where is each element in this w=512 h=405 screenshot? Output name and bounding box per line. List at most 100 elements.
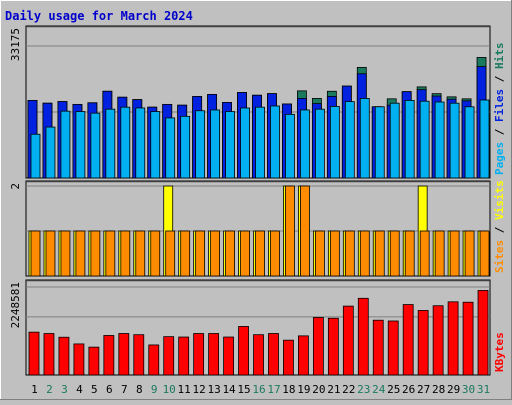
bar-kbytes-day-14 (223, 336, 234, 376)
day-label-31: 31 (477, 383, 490, 396)
day-label-27: 27 (417, 383, 430, 396)
day-label-23: 23 (357, 383, 370, 396)
axis-label-kbytes: KBytes (493, 332, 506, 372)
bar-sites-day-20 (314, 230, 325, 277)
bar-sites-day-29 (449, 230, 460, 277)
bar-pages-day-27 (419, 100, 430, 179)
bar-kbytes-day-27 (417, 310, 429, 376)
bar-kbytes-day-1 (28, 331, 40, 376)
day-label-16: 16 (252, 383, 265, 396)
bar-sites-day-19 (300, 185, 310, 277)
bar-pages-day-8 (135, 107, 146, 179)
bar-sites-day-5 (90, 230, 101, 277)
day-label-3: 3 (61, 383, 68, 396)
axis-label-separator: / (493, 122, 506, 142)
bar-kbytes-day-8 (133, 334, 145, 376)
bar-pages-day-4 (75, 111, 86, 179)
bar-pages-day-1 (30, 133, 41, 179)
day-label-10: 10 (163, 383, 176, 396)
bar-sites-day-26 (404, 230, 415, 277)
bar-pages-day-30 (464, 106, 475, 179)
axis-label-hits: Hits (493, 43, 506, 70)
axis-label-files: Files (493, 89, 506, 122)
bar-sites-day-15 (240, 230, 250, 277)
bar-kbytes-day-11 (178, 336, 190, 376)
bar-pages-day-29 (449, 102, 460, 179)
bar-kbytes-day-7 (118, 333, 130, 376)
bar-sites-day-7 (120, 230, 131, 277)
bar-kbytes-day-26 (402, 304, 414, 376)
bars-kbytes (28, 290, 489, 376)
day-label-24: 24 (372, 383, 386, 396)
panel-kbytes: 2248581 KBytes (9, 279, 506, 376)
bar-kbytes-day-29 (447, 301, 459, 376)
bar-sites-day-2 (45, 230, 56, 277)
bar-kbytes-day-28 (432, 305, 444, 376)
axis-label-separator: / (493, 220, 506, 240)
bar-sites-day-28 (434, 230, 445, 277)
day-label-7: 7 (121, 383, 128, 396)
bar-pages-day-15 (240, 107, 250, 179)
day-label-12: 12 (193, 383, 206, 396)
bar-sites-day-27 (419, 230, 430, 277)
day-label-25: 25 (387, 383, 400, 396)
bar-pages-day-25 (389, 102, 400, 179)
panel-axis-label: KBytes (493, 332, 506, 372)
bar-kbytes-day-19 (298, 335, 309, 376)
panel-max-label: 2 (9, 183, 22, 190)
bar-pages-day-10 (165, 117, 176, 179)
bar-sites-day-25 (389, 230, 400, 277)
bar-kbytes-day-3 (58, 336, 70, 376)
bar-sites-day-1 (30, 230, 41, 277)
bar-kbytes-day-22 (342, 305, 354, 376)
bar-pages-day-3 (60, 110, 71, 179)
bar-kbytes-day-9 (148, 344, 160, 376)
panel-visits-sites: 2 Sites / Visits (9, 180, 506, 277)
bars-visits-sites (28, 185, 490, 277)
day-label-4: 4 (76, 383, 83, 396)
bar-sites-day-12 (195, 230, 206, 277)
bar-kbytes-day-30 (462, 301, 474, 376)
day-label-15: 15 (237, 383, 250, 396)
day-label-11: 11 (178, 383, 191, 396)
bar-pages-day-2 (45, 126, 56, 179)
bar-sites-day-9 (150, 230, 161, 277)
bar-sites-day-6 (105, 230, 116, 277)
panel-axis-label: Sites / Visits (493, 180, 506, 273)
day-label-22: 22 (342, 383, 355, 396)
day-label-30: 30 (462, 383, 475, 396)
bar-sites-day-3 (60, 230, 71, 277)
bar-sites-day-16 (255, 230, 265, 277)
bars-hits-files-pages (27, 57, 490, 179)
bar-pages-day-13 (210, 109, 221, 179)
bar-kbytes-day-15 (238, 326, 249, 376)
panel-max-label: 33175 (9, 28, 22, 61)
bar-pages-day-6 (105, 108, 116, 179)
day-label-20: 20 (312, 383, 325, 396)
bar-kbytes-day-10 (163, 336, 175, 376)
bar-sites-day-31 (479, 230, 490, 277)
day-label-18: 18 (282, 383, 295, 396)
bar-kbytes-day-23 (357, 297, 369, 376)
bar-sites-day-11 (180, 230, 191, 277)
bar-pages-day-28 (434, 101, 445, 179)
bar-sites-day-23 (359, 230, 370, 277)
bar-sites-day-24 (374, 230, 385, 277)
day-label-13: 13 (207, 383, 220, 396)
panel-hits-files-pages: 33175 Pages / Files / Hits (9, 25, 506, 179)
bar-pages-day-22 (344, 101, 355, 179)
day-label-5: 5 (91, 383, 98, 396)
bar-kbytes-day-13 (208, 333, 220, 376)
chart-panels: 33175 Pages / Files / Hits 2 Sites / Visits… (9, 25, 506, 376)
bar-pages-day-18 (285, 113, 295, 179)
bar-sites-day-14 (225, 230, 235, 277)
bar-pages-day-23 (359, 98, 370, 179)
bar-sites-day-30 (464, 230, 475, 277)
bar-kbytes-day-20 (312, 317, 324, 376)
bar-sites-day-17 (270, 230, 280, 277)
day-label-9: 9 (151, 383, 158, 396)
bar-kbytes-day-17 (268, 333, 279, 376)
axis-label-visits: Visits (493, 180, 506, 220)
bar-pages-day-21 (329, 105, 340, 179)
